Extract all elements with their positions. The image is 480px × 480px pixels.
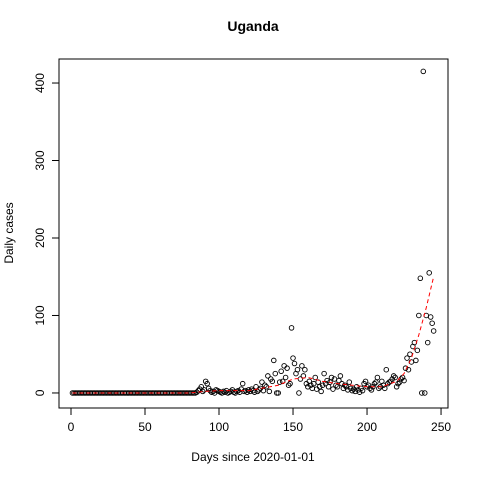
data-point: [272, 370, 279, 377]
data-point: [294, 366, 301, 373]
data-point: [392, 374, 398, 381]
data-point: [278, 368, 284, 375]
y-tick-label: 200: [33, 228, 47, 248]
data-point: [287, 380, 293, 387]
data-point: [404, 355, 410, 361]
data-point: [417, 275, 424, 282]
data-point: [416, 312, 422, 319]
data-point: [324, 377, 330, 384]
data-point: [266, 388, 273, 395]
data-point: [328, 374, 335, 381]
data-point: [389, 376, 395, 382]
data-point: [401, 377, 407, 384]
data-point: [198, 384, 204, 390]
y-tick-label: 400: [33, 73, 47, 93]
data-point: [393, 384, 400, 390]
data-point: [291, 360, 298, 367]
data-point: [333, 382, 339, 388]
data-point: [349, 387, 355, 394]
data-point: [362, 378, 369, 385]
data-point: [299, 363, 305, 369]
data-point: [275, 390, 281, 396]
x-tick-label: 50: [138, 420, 152, 434]
x-tick-label: 150: [283, 420, 303, 434]
y-tick-label: 0: [33, 389, 47, 396]
x-axis-label: Days since 2020-01-01: [191, 450, 315, 464]
data-point: [395, 380, 401, 387]
data-point: [334, 384, 341, 390]
data-point: [370, 384, 376, 390]
data-point: [414, 347, 421, 354]
chart-title: Uganda: [227, 18, 279, 34]
data-point: [337, 373, 344, 379]
data-point: [259, 379, 265, 385]
data-point: [327, 379, 333, 385]
data-point: [390, 373, 397, 379]
x-tick-label: 100: [209, 420, 229, 434]
data-point: [316, 384, 323, 390]
data-point: [308, 382, 314, 388]
data-point: [282, 374, 289, 381]
data-point: [296, 390, 302, 396]
data-point: [239, 380, 246, 387]
y-axis-label: Daily cases: [2, 202, 16, 263]
data-point: [373, 379, 379, 385]
data-point: [402, 365, 409, 371]
data-point: [429, 320, 435, 326]
plot-box: [58, 58, 449, 409]
data-point: [271, 357, 277, 364]
data-point: [371, 380, 378, 387]
data-point: [383, 366, 390, 373]
data-point: [285, 382, 292, 388]
data-point: [321, 370, 327, 377]
y-tick-label: 300: [33, 150, 47, 170]
data-point: [248, 386, 255, 392]
data-point: [318, 388, 324, 395]
data-point: [342, 382, 348, 388]
x-tick-label: 0: [68, 420, 75, 434]
trend-line: [72, 276, 435, 394]
data-point: [419, 390, 425, 396]
data-point: [319, 382, 326, 388]
data-point: [325, 384, 332, 390]
data-point: [288, 325, 295, 331]
data-point: [204, 380, 210, 387]
data-point: [265, 373, 271, 379]
data-point: [290, 355, 296, 361]
y-tick-label: 100: [33, 305, 47, 325]
data-point: [330, 386, 336, 392]
data-point: [368, 387, 375, 393]
data-point: [374, 374, 381, 381]
data-point: [284, 365, 290, 371]
data-point: [430, 328, 437, 334]
data-point: [376, 385, 382, 392]
data-point: [346, 379, 353, 385]
data-point: [359, 387, 366, 394]
data-point: [420, 68, 427, 75]
data-point: [336, 377, 342, 384]
data-point: [367, 385, 373, 392]
x-tick-label: 250: [431, 420, 451, 434]
data-point: [427, 314, 434, 320]
data-point: [269, 378, 276, 385]
data-point: [424, 339, 431, 346]
data-point: [297, 376, 304, 382]
data-point: [413, 357, 419, 364]
data-point: [302, 366, 308, 373]
x-tick-label: 200: [357, 420, 377, 434]
data-point: [276, 379, 283, 385]
data-point: [422, 390, 428, 396]
data-point: [426, 270, 432, 276]
